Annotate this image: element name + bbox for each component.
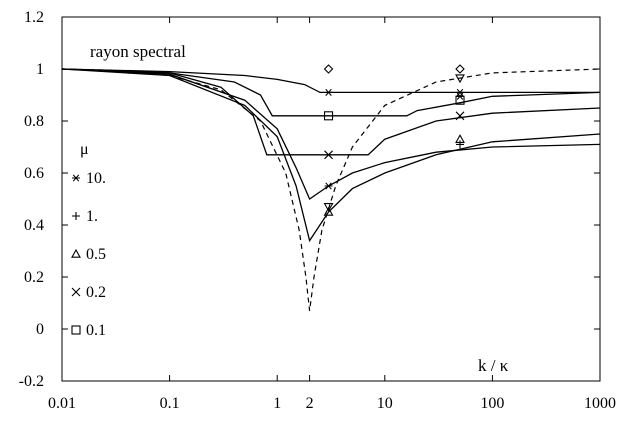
x-tick-label-2: 1 <box>273 395 281 412</box>
marker-invtriangle-14 <box>323 203 334 212</box>
legend-symbol-triangle <box>71 248 81 258</box>
marker-square-5 <box>323 111 334 121</box>
marker-cross-9 <box>455 111 465 121</box>
y-tick-label-4: 0.6 <box>24 165 44 182</box>
legend-symbol-square <box>71 325 81 335</box>
legend-symbol-star <box>72 174 80 182</box>
plot-frame <box>61 16 601 382</box>
series-line-4 <box>61 68 601 200</box>
marker-star-2 <box>324 88 333 96</box>
legend-title: μ <box>80 141 89 158</box>
x-tick-label-0: 0.01 <box>48 395 76 412</box>
series-line-1 <box>61 68 600 94</box>
marker-triangle-12 <box>455 134 465 143</box>
y-tick-label-5: 0.8 <box>24 113 44 130</box>
series-layer <box>61 68 601 311</box>
axis-ticks: 0.01 0.1 1 2 10 100 1000 -0.2 0 0.2 0.4 0.6 0.8 1 1.2 <box>19 9 616 412</box>
legend-label-3: 0.2 <box>86 284 106 301</box>
series-line-3 <box>61 68 601 156</box>
legend: μ 10. 1. 0.5 0.2 0.1 <box>71 141 106 339</box>
marker-invtriangle-4 <box>455 74 465 84</box>
y-tick-label-1: 0 <box>36 321 44 338</box>
marker-star-3 <box>456 88 465 96</box>
x-tick-label-6: 1000 <box>584 395 616 412</box>
legend-label-4: 0.1 <box>86 322 106 339</box>
y-tick-label-0: -0.2 <box>19 373 44 390</box>
legend-symbol-plus <box>72 212 80 220</box>
y-tick-label-3: 0.4 <box>24 217 44 234</box>
annotation-rayon-spectral: rayon spectral <box>90 42 186 61</box>
y-tick-label-7: 1.2 <box>24 9 44 26</box>
marker-plus-11 <box>456 140 465 149</box>
y-tick-label-2: 0.2 <box>24 269 44 286</box>
marker-cross-8 <box>324 150 333 160</box>
marker-star-7 <box>456 92 465 100</box>
legend-label-1: 1. <box>86 208 98 225</box>
marker-diamond-1 <box>455 64 465 74</box>
marker-star-10 <box>324 182 333 190</box>
marker-diamond-0 <box>323 64 334 74</box>
x-tick-label-5: 100 <box>480 395 504 412</box>
series-line-2 <box>61 68 601 117</box>
y-tick-label-6: 1 <box>36 61 44 78</box>
series-line-0 <box>61 68 601 311</box>
x-tick-label-3: 2 <box>306 395 314 412</box>
legend-label-0: 10. <box>86 170 106 187</box>
x-tick-label-1: 0.1 <box>160 395 180 412</box>
marker-layer <box>323 64 465 216</box>
legend-symbol-cross <box>71 287 81 297</box>
legend-label-2: 0.5 <box>86 246 106 263</box>
x-tick-label-4: 10 <box>377 395 393 412</box>
marker-triangle-13 <box>323 206 334 216</box>
x-axis-label: k / κ <box>478 356 509 375</box>
series-line-5 <box>61 68 601 243</box>
